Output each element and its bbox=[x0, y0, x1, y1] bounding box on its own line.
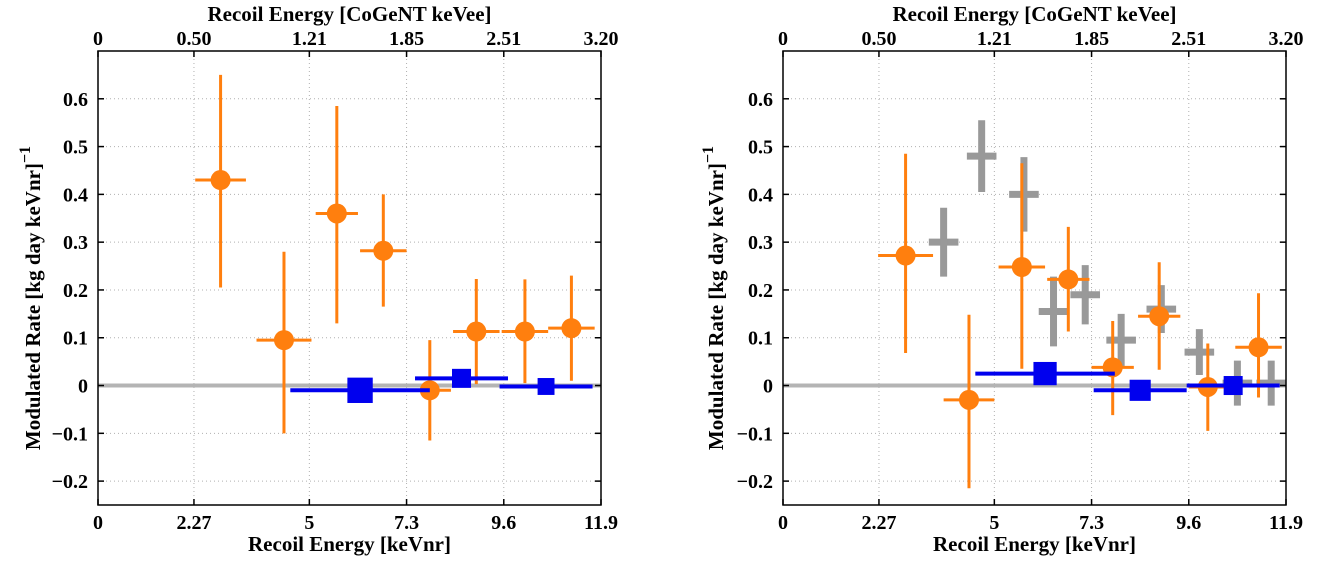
orange-circle-point bbox=[895, 245, 916, 266]
plot-frame bbox=[97, 50, 602, 506]
y-tick-label: 0.4 bbox=[748, 184, 773, 206]
x-axis-title: Recoil Energy [keVnr] bbox=[248, 532, 451, 556]
orange-circle-point bbox=[273, 330, 294, 351]
right-panel: 002.270.5051.217.31.859.62.5111.93.20−0.… bbox=[700, 2, 1304, 556]
blue-square-point bbox=[1129, 379, 1151, 401]
y-tick-label: 0.2 bbox=[748, 280, 773, 302]
y-axis-title-superscript: −1 bbox=[17, 146, 34, 163]
orange-circle-point bbox=[958, 389, 979, 410]
y-tick-label: 0 bbox=[78, 376, 88, 398]
orange-circle-point bbox=[210, 170, 231, 191]
x2-tick-label: 1.85 bbox=[389, 28, 424, 50]
x-tick-label: 7.3 bbox=[394, 512, 419, 534]
y-axis-title: Modulated Rate [kg day keVnr]−1 bbox=[17, 146, 45, 450]
left-panel: 002.270.5051.217.31.859.62.5111.93.20−0.… bbox=[17, 2, 619, 556]
plot-frame bbox=[782, 50, 1287, 506]
y-axis-title-text: Modulated Rate [kg day keVnr] bbox=[21, 163, 45, 450]
y-tick-label: 0 bbox=[763, 376, 773, 398]
blue-square-point bbox=[1033, 361, 1057, 386]
x2-tick-label: 0 bbox=[778, 28, 788, 50]
y-axis-title: Modulated Rate [kg day keVnr]−1 bbox=[700, 146, 728, 450]
orange-circle-point bbox=[1058, 269, 1079, 290]
y-tick-label: 0.4 bbox=[63, 184, 88, 206]
orange-circle-point bbox=[466, 321, 487, 342]
y-tick-label: 0.5 bbox=[63, 137, 88, 159]
x2-tick-label: 3.20 bbox=[584, 28, 619, 50]
orange-circle-point bbox=[1248, 337, 1269, 358]
x-tick-label: 2.27 bbox=[861, 512, 896, 534]
x-tick-label: 0 bbox=[93, 512, 103, 534]
x2-tick-label: 2.51 bbox=[486, 28, 521, 50]
x-tick-label: 11.9 bbox=[584, 512, 618, 534]
y-tick-label: −0.1 bbox=[737, 423, 773, 445]
y-tick-label: 0.3 bbox=[748, 232, 773, 254]
y-tick-label: 0.1 bbox=[63, 328, 88, 350]
y-tick-label: 0.3 bbox=[63, 232, 88, 254]
y-tick-label: 0.6 bbox=[63, 89, 88, 111]
x-tick-label: 2.27 bbox=[176, 512, 211, 534]
orange-circle-point bbox=[1149, 306, 1170, 327]
x2-tick-label: 0.50 bbox=[176, 28, 211, 50]
y-axis-title-superscript: −1 bbox=[700, 146, 717, 163]
y-tick-label: 0.2 bbox=[63, 280, 88, 302]
x-tick-label: 5 bbox=[304, 512, 314, 534]
x2-tick-label: 0.50 bbox=[861, 28, 896, 50]
x-tick-label: 11.9 bbox=[1269, 512, 1303, 534]
y-axis-title-text: Modulated Rate [kg day keVnr] bbox=[704, 163, 728, 450]
x2-tick-label: 3.20 bbox=[1269, 28, 1304, 50]
y-tick-label: 0.6 bbox=[748, 89, 773, 111]
x2-axis-title: Recoil Energy [CoGeNT keVee] bbox=[892, 2, 1176, 26]
orange-circle-point bbox=[326, 203, 347, 224]
x-tick-label: 7.3 bbox=[1079, 512, 1104, 534]
x-tick-label: 9.6 bbox=[1176, 512, 1201, 534]
orange-circle-point bbox=[514, 321, 535, 342]
blue-square-point bbox=[1223, 376, 1243, 396]
orange-circle-point bbox=[1011, 257, 1032, 278]
y-tick-label: −0.2 bbox=[52, 471, 88, 493]
blue-square-point bbox=[452, 368, 472, 388]
blue-square-point bbox=[537, 378, 555, 395]
x2-tick-label: 1.21 bbox=[292, 28, 327, 50]
y-tick-label: −0.1 bbox=[52, 423, 88, 445]
x2-tick-label: 1.85 bbox=[1074, 28, 1109, 50]
blue-square-point bbox=[347, 377, 373, 403]
y-tick-label: −0.2 bbox=[737, 471, 773, 493]
x2-axis-title: Recoil Energy [CoGeNT keVee] bbox=[207, 2, 491, 26]
orange-circle-point bbox=[373, 240, 394, 261]
x-tick-label: 5 bbox=[989, 512, 999, 534]
x-axis-title: Recoil Energy [keVnr] bbox=[933, 532, 1136, 556]
x2-tick-label: 2.51 bbox=[1171, 28, 1206, 50]
x2-tick-label: 1.21 bbox=[977, 28, 1012, 50]
y-tick-label: 0.1 bbox=[748, 328, 773, 350]
x-tick-label: 0 bbox=[778, 512, 788, 534]
orange-circle-point bbox=[561, 318, 582, 339]
x-tick-label: 9.6 bbox=[491, 512, 516, 534]
x2-tick-label: 0 bbox=[93, 28, 103, 50]
y-tick-label: 0.5 bbox=[748, 137, 773, 159]
